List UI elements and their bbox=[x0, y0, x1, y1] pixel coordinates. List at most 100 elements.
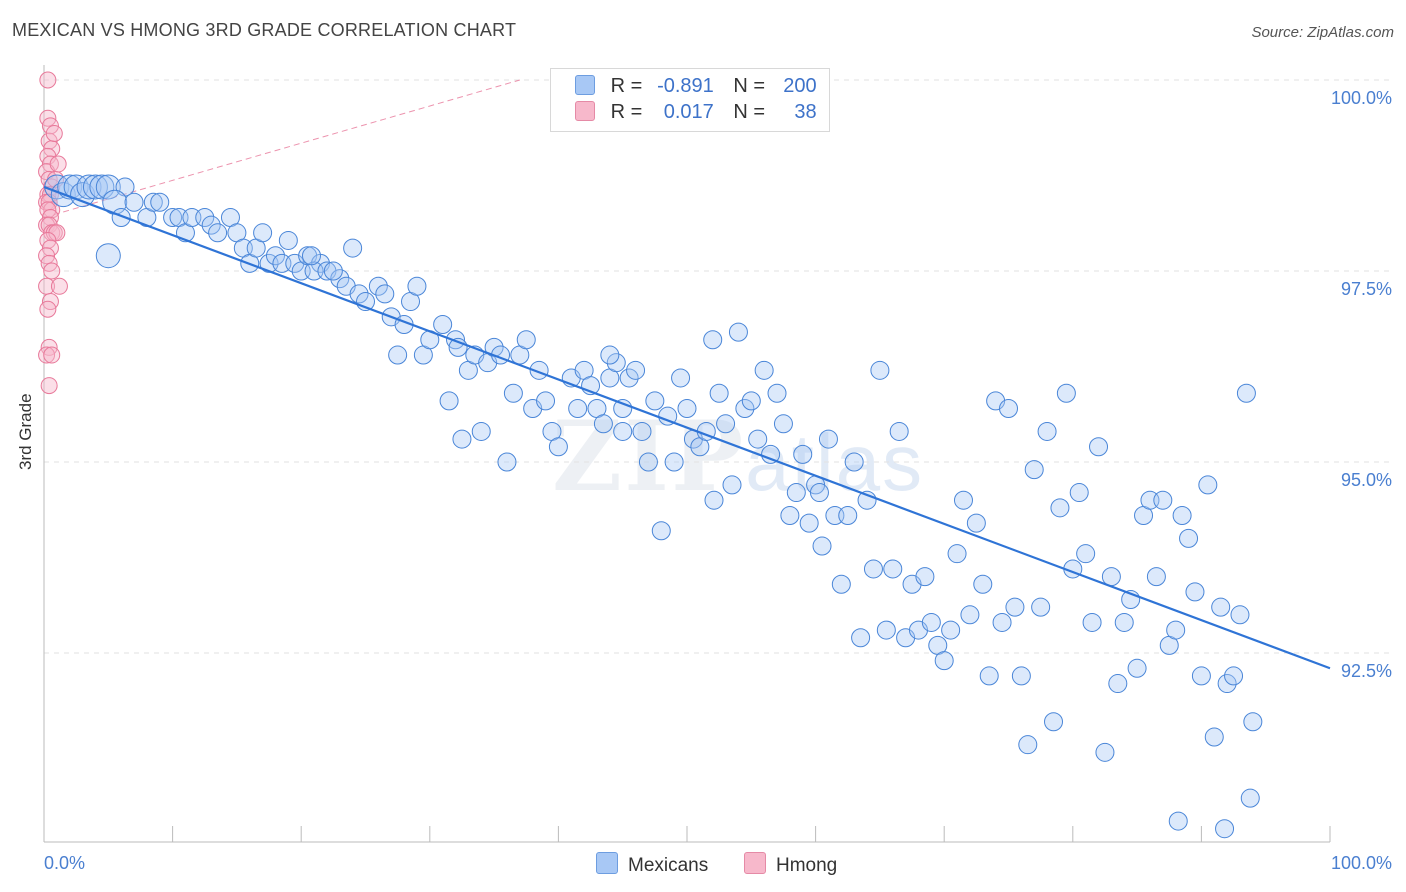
mexicans-point bbox=[870, 360, 890, 380]
mexicans-point bbox=[754, 360, 774, 380]
mexicans-point bbox=[1095, 742, 1115, 762]
mexicans-point bbox=[95, 174, 121, 200]
mexicans-point bbox=[728, 322, 748, 342]
mexicans-point bbox=[934, 651, 954, 671]
mexicans-point bbox=[735, 399, 755, 419]
mexicans-point bbox=[632, 421, 652, 441]
mexicans-point bbox=[851, 628, 871, 648]
mexicans-point bbox=[330, 269, 350, 289]
legend-row-hmong: R = 0.017 N = 38 bbox=[575, 101, 817, 127]
x-tick-labels: 0.0% 100.0% bbox=[44, 853, 1392, 873]
mexicans-point bbox=[677, 399, 697, 419]
mexicans-point bbox=[568, 399, 588, 419]
mexicans-trend-segment bbox=[43, 185, 1331, 670]
mexicans-point bbox=[722, 475, 742, 495]
mexicans-point bbox=[799, 513, 819, 533]
mexicans-point bbox=[265, 246, 285, 266]
mexicans-point bbox=[1056, 383, 1076, 403]
legend-r-label: R = bbox=[610, 75, 643, 97]
mexicans-point bbox=[863, 559, 883, 579]
hmong-point bbox=[41, 117, 59, 135]
mexicans-point bbox=[651, 521, 671, 541]
legend-row-mexicans: R = -0.891 N = 200 bbox=[575, 75, 817, 101]
legend-swatch-hmong bbox=[575, 101, 595, 121]
mexicans-point bbox=[323, 261, 343, 281]
mexicans-point bbox=[1018, 735, 1038, 755]
legend-r-value: 0.017 bbox=[663, 101, 714, 123]
mexicans-point bbox=[1198, 475, 1218, 495]
mexicans-point bbox=[446, 330, 466, 350]
mexicans-point bbox=[1114, 612, 1134, 632]
mexicans-point bbox=[1076, 544, 1096, 564]
mexicans-point bbox=[301, 246, 321, 266]
mexicans-point bbox=[471, 421, 491, 441]
mexicans-point bbox=[548, 437, 568, 457]
hmong-point bbox=[38, 346, 56, 364]
mexicans-point bbox=[761, 444, 781, 464]
mexicans-point bbox=[407, 276, 427, 296]
mexicans-point bbox=[343, 238, 363, 258]
y-tick-labels: 92.5% 95.0% 97.5% 100.0% bbox=[1331, 88, 1392, 681]
mexicans-point bbox=[645, 391, 665, 411]
mexicans-point bbox=[889, 421, 909, 441]
mexicans-point bbox=[773, 414, 793, 434]
mexicans-point bbox=[767, 383, 787, 403]
mexicans-point bbox=[70, 182, 96, 208]
hmong-trend-line bbox=[43, 79, 520, 219]
mexicans-point bbox=[433, 314, 453, 334]
mexicans-point bbox=[664, 452, 684, 472]
mexicans-point bbox=[1089, 437, 1109, 457]
mexicans-point bbox=[619, 368, 639, 388]
y-tick-label: 92.5% bbox=[1341, 661, 1392, 681]
x-tick-label-max: 100.0% bbox=[1331, 853, 1392, 873]
y-tick-label: 100.0% bbox=[1331, 88, 1392, 108]
mexicans-point bbox=[452, 429, 472, 449]
chart-source: Source: ZipAtlas.com bbox=[1251, 24, 1394, 41]
mexicans-point bbox=[992, 612, 1012, 632]
watermark: ZIPatlas bbox=[552, 400, 924, 513]
chart-title: MEXICAN VS HMONG 3RD GRADE CORRELATION C… bbox=[12, 20, 517, 40]
mexicans-point bbox=[818, 429, 838, 449]
mexicans-point bbox=[606, 353, 626, 373]
gridlines bbox=[44, 79, 1392, 654]
mexicans-point bbox=[786, 483, 806, 503]
hmong-point bbox=[49, 155, 67, 173]
hmong-point bbox=[41, 239, 59, 257]
bottom-swatch-mexicans bbox=[596, 852, 618, 874]
mexicans-point bbox=[76, 174, 102, 200]
mexicans-trend-line bbox=[43, 185, 1331, 670]
hmong-point bbox=[45, 124, 63, 142]
mexicans-point bbox=[947, 544, 967, 564]
y-tick-label: 97.5% bbox=[1341, 279, 1392, 299]
mexicans-point bbox=[1204, 727, 1224, 747]
bottom-legend-mexicans: Mexicans bbox=[596, 852, 708, 877]
mexicans-point bbox=[1217, 674, 1237, 694]
mexicans-point bbox=[704, 490, 724, 510]
mexicans-point bbox=[1101, 567, 1121, 587]
mexicans-point bbox=[57, 174, 83, 200]
mexicans-point bbox=[953, 490, 973, 510]
mexicans-point bbox=[503, 383, 523, 403]
mexicans-point bbox=[915, 567, 935, 587]
mexicans-point bbox=[1179, 528, 1199, 548]
watermark-zip: ZIP bbox=[552, 400, 745, 513]
mexicans-point bbox=[999, 399, 1018, 419]
mexicans-point bbox=[1240, 788, 1260, 808]
mexicans-point bbox=[960, 605, 980, 625]
legend-r-value: -0.891 bbox=[657, 75, 714, 97]
bottom-swatch-hmong bbox=[744, 852, 766, 874]
hmong-trend-segment bbox=[43, 79, 520, 219]
mexicans-point bbox=[1031, 597, 1051, 617]
mexicans-point bbox=[703, 330, 723, 350]
mexicans-point bbox=[201, 215, 221, 235]
mexicans-point bbox=[1191, 666, 1211, 686]
bottom-legend-label: Mexicans bbox=[628, 855, 709, 876]
mexicans-point bbox=[600, 345, 620, 365]
mexicans-point bbox=[1082, 612, 1102, 632]
mexicans-point bbox=[1236, 383, 1256, 403]
mexicans-point bbox=[388, 345, 408, 365]
mexicans-point bbox=[748, 429, 768, 449]
mexicans-point bbox=[1044, 712, 1064, 732]
mexicans-point bbox=[966, 513, 986, 533]
mexicans-point bbox=[1037, 421, 1057, 441]
